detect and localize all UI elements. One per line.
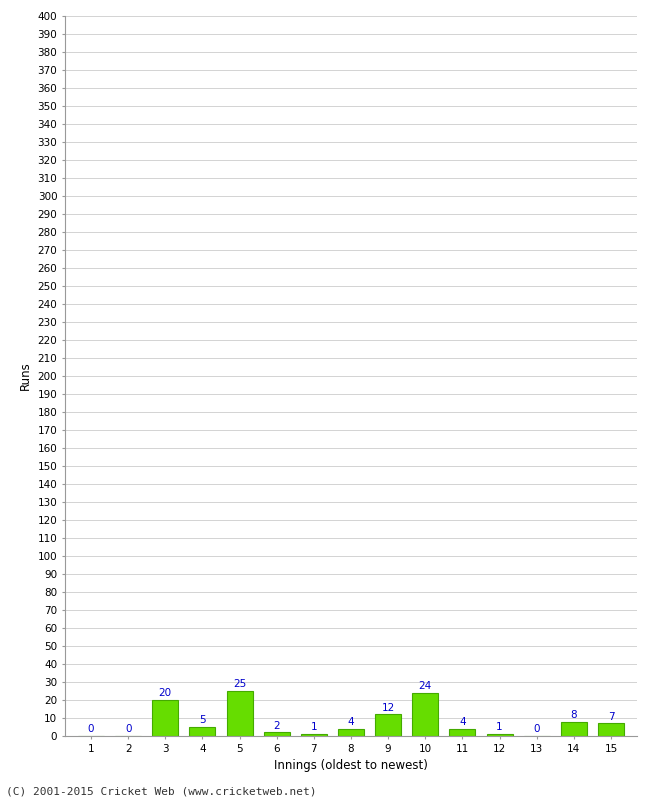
Bar [301,734,327,736]
Bar [375,714,401,736]
Bar [152,700,178,736]
Text: 1: 1 [496,722,503,733]
Text: (C) 2001-2015 Cricket Web (www.cricketweb.net): (C) 2001-2015 Cricket Web (www.cricketwe… [6,786,317,796]
Text: 20: 20 [159,688,172,698]
Text: 7: 7 [608,712,614,722]
Text: 2: 2 [274,721,280,730]
Bar [227,691,253,736]
Text: 8: 8 [571,710,577,720]
Bar [487,734,513,736]
Bar [598,723,624,736]
Bar [449,729,475,736]
Y-axis label: Runs: Runs [19,362,32,390]
Bar [264,733,290,736]
Text: 4: 4 [348,717,354,727]
Text: 12: 12 [382,702,395,713]
Text: 0: 0 [125,724,131,734]
Bar [189,727,215,736]
Text: 24: 24 [419,681,432,691]
Text: 0: 0 [534,724,540,734]
Text: 5: 5 [199,715,206,726]
Text: 4: 4 [459,717,466,727]
Text: 25: 25 [233,679,246,690]
Text: 1: 1 [311,722,317,733]
Bar [338,729,364,736]
Bar [412,693,438,736]
X-axis label: Innings (oldest to newest): Innings (oldest to newest) [274,759,428,772]
Text: 0: 0 [88,724,94,734]
Bar [561,722,587,736]
